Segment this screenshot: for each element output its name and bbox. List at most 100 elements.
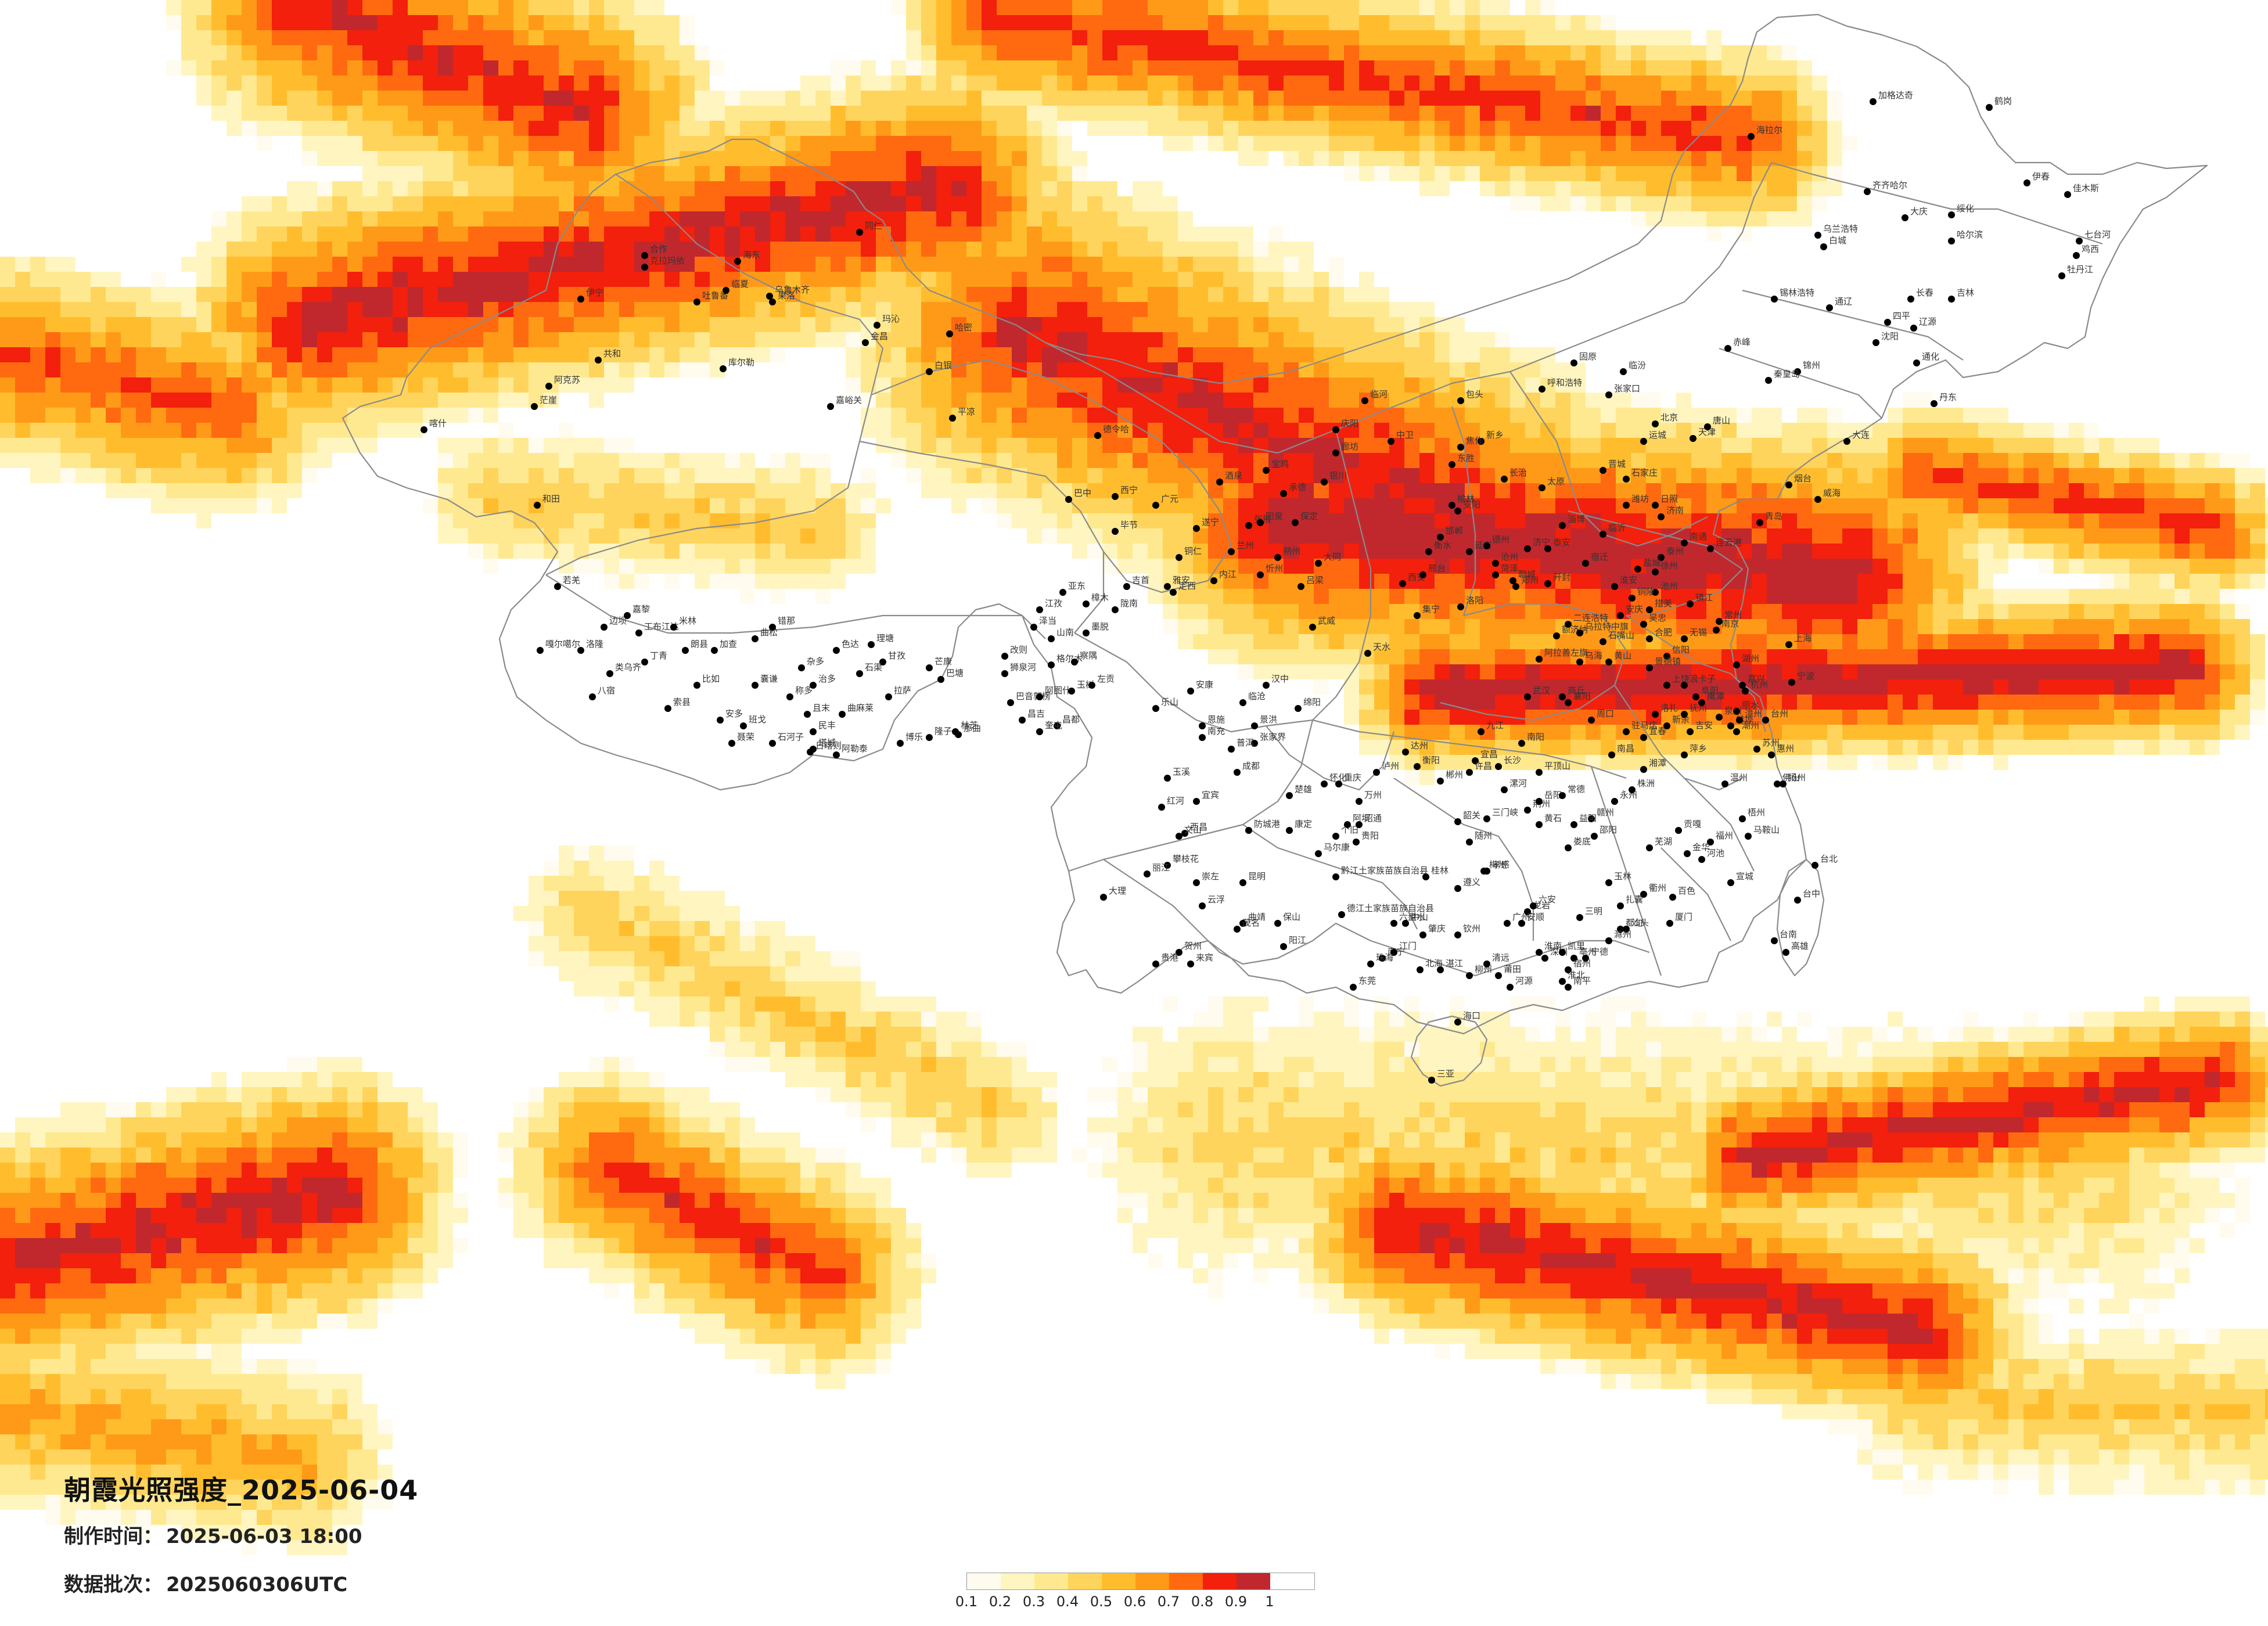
- intensity-cell: [106, 302, 121, 317]
- intensity-cell: [1223, 559, 1238, 574]
- intensity-cell: [619, 272, 634, 287]
- intensity-cell: [951, 272, 966, 287]
- intensity-cell: [91, 468, 106, 483]
- intensity-cell: [1570, 377, 1586, 393]
- intensity-cell: [1042, 408, 1057, 423]
- intensity-cell: [755, 544, 770, 559]
- intensity-cell: [106, 272, 121, 287]
- intensity-cell: [559, 846, 574, 861]
- intensity-cell: [1359, 604, 1374, 619]
- intensity-cell: [1555, 75, 1570, 91]
- intensity-cell: [725, 997, 740, 1012]
- intensity-cell: [1133, 106, 1148, 121]
- intensity-cell: [1072, 544, 1087, 559]
- intensity-cell: [242, 60, 257, 75]
- intensity-cell: [1208, 408, 1223, 423]
- intensity-cell: [1450, 740, 1465, 755]
- intensity-cell: [1435, 438, 1450, 453]
- intensity-cell: [1993, 1027, 2008, 1042]
- intensity-cell: [2084, 725, 2099, 740]
- intensity-cell: [2174, 483, 2190, 498]
- intensity-cell: [2008, 589, 2023, 604]
- intensity-cell: [1133, 287, 1148, 302]
- intensity-cell: [1419, 302, 1435, 317]
- intensity-cell: [347, 317, 362, 332]
- intensity-cell: [121, 408, 136, 423]
- intensity-cell: [2054, 649, 2069, 664]
- intensity-cell: [891, 60, 906, 75]
- intensity-cell: [2008, 483, 2023, 498]
- intensity-cell: [680, 91, 695, 106]
- intensity-cell: [1525, 121, 1540, 136]
- intensity-cell: [2129, 695, 2144, 710]
- intensity-cell: [1027, 15, 1042, 30]
- intensity-cell: [619, 332, 634, 347]
- intensity-cell: [453, 211, 468, 226]
- intensity-cell: [1314, 619, 1329, 634]
- intensity-cell: [453, 257, 468, 272]
- intensity-cell: [1631, 211, 1646, 226]
- intensity-cell: [1495, 513, 1510, 528]
- intensity-cell: [2069, 695, 2084, 710]
- intensity-cell: [151, 332, 166, 347]
- intensity-cell: [921, 181, 936, 196]
- intensity-cell: [332, 75, 347, 91]
- intensity-cell: [1586, 589, 1601, 604]
- intensity-cell: [831, 544, 846, 559]
- intensity-cell: [1465, 106, 1480, 121]
- intensity-cell: [1706, 181, 1721, 196]
- intensity-cell: [498, 528, 513, 544]
- intensity-cell: [831, 981, 846, 997]
- intensity-cell: [710, 559, 725, 574]
- intensity-cell: [1042, 453, 1057, 468]
- intensity-cell: [287, 468, 302, 483]
- intensity-cell: [906, 136, 921, 151]
- intensity-cell: [317, 181, 332, 196]
- intensity-cell: [1450, 1027, 1465, 1042]
- intensity-cell: [1359, 634, 1374, 649]
- intensity-cell: [574, 242, 589, 257]
- intensity-cell: [831, 226, 846, 242]
- intensity-cell: [2129, 453, 2144, 468]
- intensity-cell: [966, 60, 982, 75]
- intensity-cell: [951, 0, 966, 15]
- intensity-cell: [1299, 393, 1314, 408]
- intensity-cell: [800, 317, 815, 332]
- intensity-cell: [1525, 1027, 1540, 1042]
- intensity-cell: [1299, 1042, 1314, 1057]
- intensity-cell: [604, 75, 619, 91]
- intensity-cell: [800, 528, 815, 544]
- intensity-cell: [45, 287, 60, 302]
- intensity-cell: [1042, 166, 1057, 181]
- intensity-cell: [2099, 649, 2114, 664]
- intensity-cell: [1344, 106, 1359, 121]
- intensity-cell: [770, 106, 785, 121]
- intensity-cell: [1661, 574, 1676, 589]
- intensity-cell: [2039, 604, 2054, 619]
- intensity-cell: [770, 272, 785, 287]
- intensity-cell: [1525, 483, 1540, 498]
- intensity-cell: [468, 483, 483, 498]
- intensity-cell: [91, 317, 106, 332]
- intensity-cell: [649, 936, 664, 951]
- intensity-cell: [166, 287, 181, 302]
- intensity-cell: [1359, 347, 1374, 362]
- intensity-cell: [1268, 15, 1284, 30]
- intensity-cell: [1555, 725, 1570, 740]
- intensity-cell: [1555, 559, 1570, 574]
- intensity-cell: [2069, 589, 2084, 604]
- intensity-cell: [1057, 151, 1072, 166]
- intensity-cell: [604, 966, 619, 981]
- intensity-cell: [317, 136, 332, 151]
- intensity-cell: [1284, 604, 1299, 619]
- intensity-cell: [1570, 604, 1586, 619]
- intensity-cell: [498, 30, 513, 45]
- intensity-cell: [664, 226, 680, 242]
- intensity-cell: [664, 876, 680, 891]
- intensity-cell: [574, 498, 589, 513]
- intensity-cell: [2129, 740, 2144, 755]
- intensity-cell: [906, 60, 921, 75]
- intensity-cell: [1903, 589, 1918, 604]
- intensity-cell: [347, 377, 362, 393]
- intensity-cell: [302, 468, 317, 483]
